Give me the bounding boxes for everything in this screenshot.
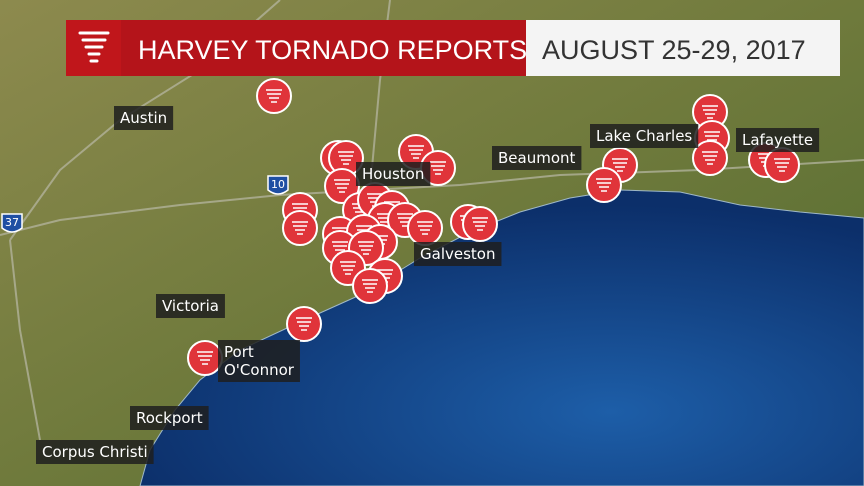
highway-shield: 37: [1, 213, 23, 233]
title-bar: [121, 20, 526, 76]
tornado-marker: [407, 210, 443, 246]
city-label: Corpus Christi: [36, 440, 154, 464]
tornado-marker: [764, 147, 800, 183]
tornado-marker: [692, 94, 728, 130]
label-box: [218, 340, 300, 382]
tornado-marker: [352, 268, 388, 304]
city-name: O'Connor: [224, 361, 295, 379]
city-name: Lake Charles: [596, 127, 692, 145]
marker-circle: [407, 210, 443, 246]
highway-shield: 10: [267, 175, 289, 195]
city-label: Galveston: [414, 242, 502, 266]
marker-circle: [286, 306, 322, 342]
marker-circle: [764, 147, 800, 183]
tornado-marker: [282, 210, 318, 246]
city-label: Austin: [114, 106, 174, 130]
tornado-marker: [586, 167, 622, 203]
city-name: Beaumont: [498, 149, 576, 167]
highway-number: 37: [5, 216, 19, 229]
date-bar: [526, 20, 840, 76]
city-label: Victoria: [156, 294, 225, 318]
label-box: [414, 242, 502, 266]
tornado-icon: [78, 31, 110, 63]
city-label: Houston: [356, 162, 431, 186]
city-name: Galveston: [420, 245, 495, 263]
city-name: Austin: [120, 109, 167, 127]
label-box: [590, 124, 699, 148]
tornado-marker: [324, 168, 360, 204]
city-name: Corpus Christi: [42, 443, 148, 461]
marker-circle: [692, 140, 728, 176]
marker-circle: [352, 268, 388, 304]
title: HARVEY TORNADO REPORTS: [138, 35, 527, 65]
tornado-marker: [692, 140, 728, 176]
city-name: Rockport: [136, 409, 203, 427]
label-box: [114, 106, 174, 130]
tornado-marker: [256, 78, 292, 114]
label-box: [356, 162, 431, 186]
marker-circle: [187, 340, 223, 376]
city-label: Rockport: [130, 406, 209, 430]
city-name: Port: [224, 343, 254, 361]
label-box: [130, 406, 209, 430]
marker-circle: [256, 78, 292, 114]
tornado-marker: [462, 206, 498, 242]
tornado-marker: [286, 306, 322, 342]
marker-circle: [282, 210, 318, 246]
highway-number: 10: [271, 178, 285, 191]
city-label: Beaumont: [492, 146, 582, 170]
label-box: [156, 294, 225, 318]
date: AUGUST 25-29, 2017: [542, 35, 806, 65]
tornado-marker: [187, 340, 223, 376]
marker-circle: [586, 167, 622, 203]
city-label: Lake Charles: [590, 124, 699, 148]
label-box: [492, 146, 582, 170]
label-box: [36, 440, 154, 464]
city-name: Victoria: [162, 297, 219, 315]
city-name: Houston: [362, 165, 424, 183]
label-box: [736, 128, 820, 152]
marker-circle: [462, 206, 498, 242]
city-label: Lafayette: [736, 128, 820, 152]
city-name: Lafayette: [742, 131, 813, 149]
